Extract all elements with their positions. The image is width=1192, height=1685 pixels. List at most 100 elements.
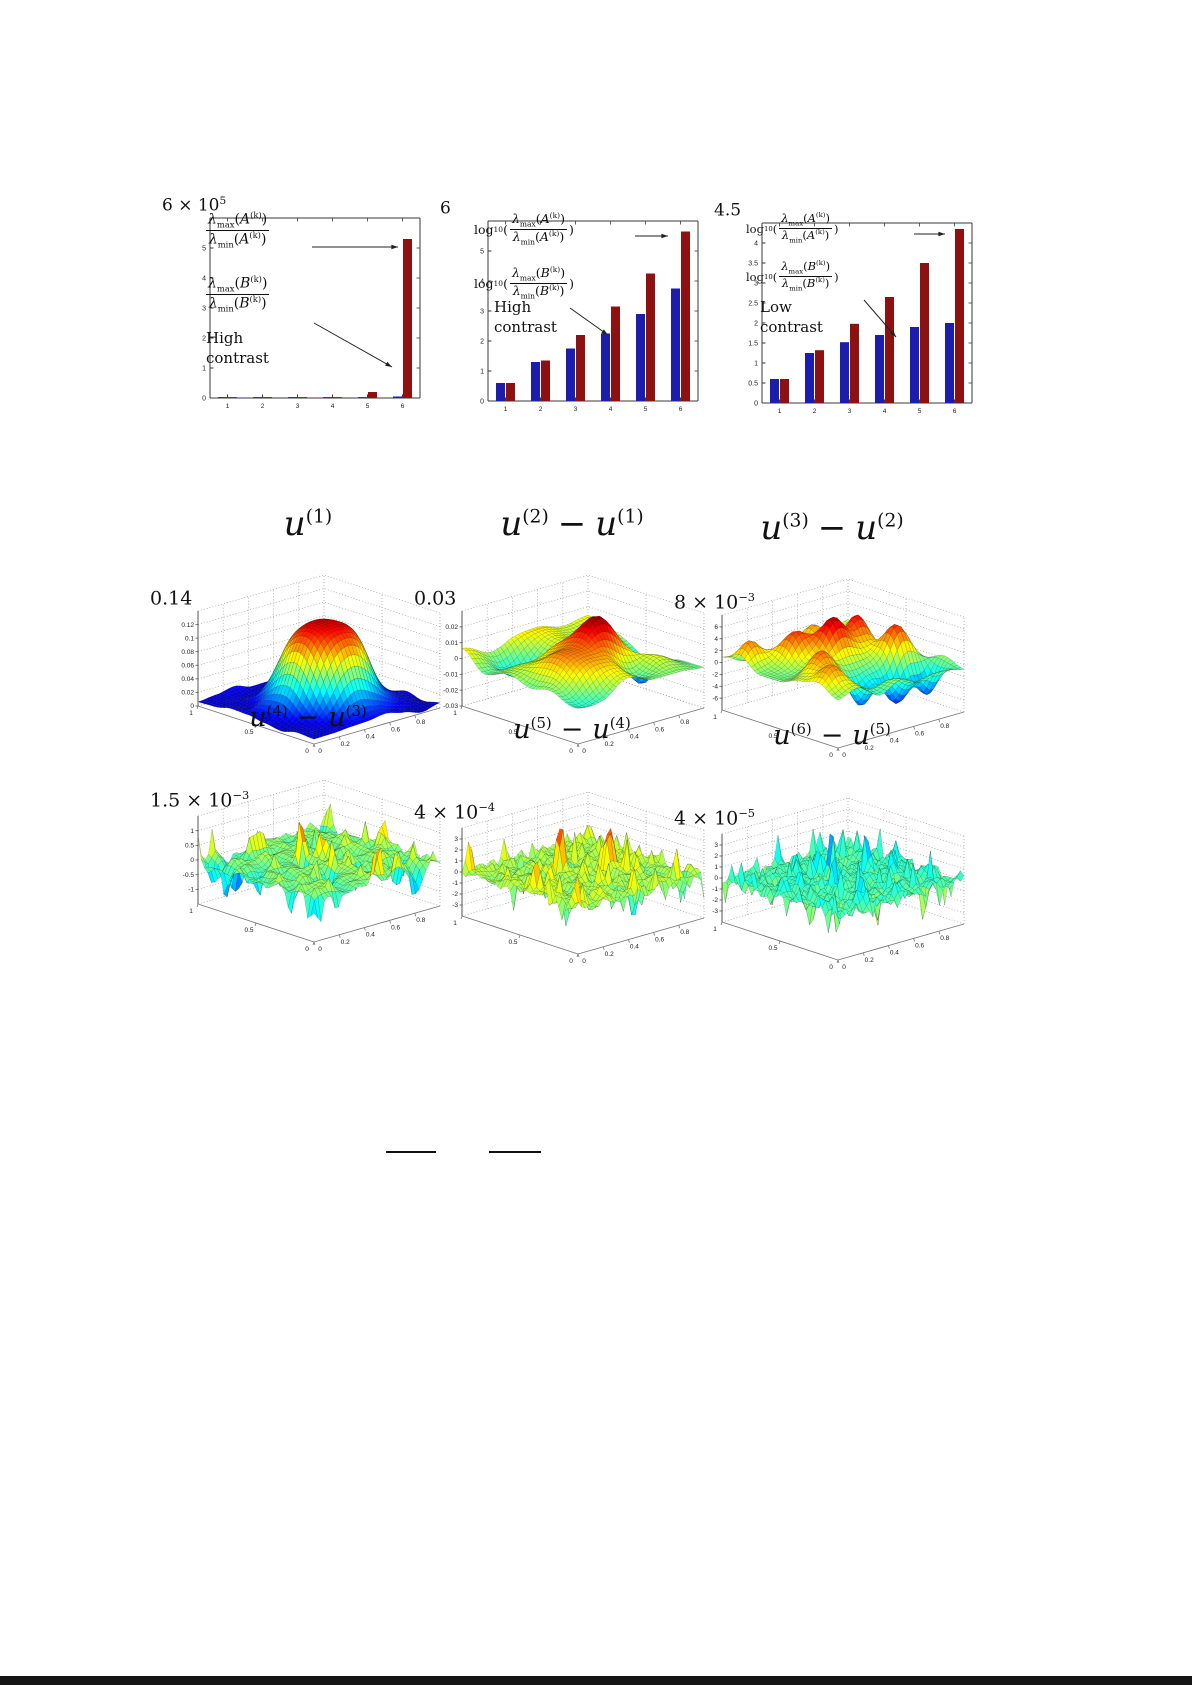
x-tick-label: 5 [918,408,922,415]
bar-A-2 [531,362,540,401]
y-tick-label: 1 [202,366,206,373]
z-tick-label: -4 [712,683,718,690]
bar-A-3 [288,397,297,398]
z-tick-label: 0.02 [181,690,194,697]
bar-chart-log10-low-contrast: 4.5 0 0.5 1 1.5 2 2.5 3 3.5 4 1 2 3 4 5 6 log 10(λmax(A… [712,188,982,433]
z-tick-label: -3 [452,902,458,909]
contrast-note: High contrast [494,298,557,336]
surface-canvas: 0 0.2 0.4 0.6 0.8 0 0.5 1 0.12 0.1 0.08 0.06 0.04 0.0… [181,574,441,755]
y-tick-label: 1 [453,710,457,717]
bar-B-3 [298,397,307,398]
bar-B-6 [955,229,964,403]
bar-A-6 [393,396,402,398]
z-tick-label: -0.02 [443,687,458,694]
x-tick-label: 5 [366,403,370,410]
surface-mesh [461,825,705,926]
x-tick-label: 2 [261,403,265,410]
bar-B-4 [885,297,894,403]
surface-canvas: 0 0.2 0.4 0.6 0.8 0 0.5 1 3 2 1 0 -1 -2 -3 [712,797,965,971]
y-tick-label: 0.5 [244,927,253,934]
bar-A-1 [496,383,505,401]
z-tick-label: 2 [714,853,718,860]
arrow-head [601,329,608,335]
arrow-head [889,330,896,337]
x-tick-label: 4 [609,406,613,413]
bar-B-2 [263,397,272,398]
x-tick-label: 0.8 [940,723,949,730]
y-tick-label: 5 [202,246,206,253]
x-tick-label: 0.4 [630,734,639,741]
surface-plot-u4-minus-u3: 1.5 × 10−3 u(4) − u(3) 0 0.2 0.4 0.6 0.8 0 0.5 1 1… [148,702,468,976]
z-tick-label: -1 [452,880,458,887]
y-tick-label: 1 [453,920,457,927]
z-tick-label: 0 [714,875,718,882]
z-tick-label: -6 [712,695,718,702]
z-scale-label: 0.03 [414,587,457,610]
x-tick-label: 0 [842,964,846,971]
x-tick-label: 0.6 [915,942,924,949]
surface-canvas: 0 0.2 0.4 0.6 0.8 0 0.5 1 6 4 2 0 -2 -4 -6 [712,578,965,759]
bar-A-4 [875,335,884,403]
bar-A-6 [671,288,680,401]
surface-mesh [461,614,705,709]
surface-canvas: 0 0.2 0.4 0.6 0.8 0 0.5 1 0.02 0.01 0 -0.01 -0.02 -0.… [443,574,705,755]
y-tick-label: 0 [829,964,833,971]
bar-B-6 [681,231,690,401]
y-tick-label: 1 [189,908,193,915]
bar-B-1 [228,397,237,398]
z-tick-label: 1 [190,828,194,835]
bar-chart-canvas: 0 1 2 3 4 5 1 2 3 4 5 6 [480,220,699,413]
bar-chart-canvas: 0 0.5 1 1.5 2 2.5 3 3.5 4 1 2 3 4 5 6 [748,222,973,415]
y-tick-label: 2.5 [748,301,758,308]
y-max-label: 6 [440,198,451,219]
x-tick-label: 0.4 [366,734,375,741]
y-tick-label: 0 [480,399,484,406]
y-tick-label: 3 [480,309,484,316]
y-tick-label: 4 [480,279,484,286]
x-tick-label: 6 [953,408,957,415]
y-tick-label: 2 [202,336,206,343]
annotation-arrow [313,322,393,368]
z-tick-label: -2 [712,672,718,679]
x-tick-label: 0.6 [915,730,924,737]
x-tick-label: 0.6 [391,924,400,931]
bar-chart-canvas: 0 1 2 3 4 5 1 2 3 4 5 6 [202,217,421,410]
equation-fraction-bar [489,1151,541,1153]
z-tick-label: 1 [454,858,458,865]
z-tick-label: 6 [714,624,718,631]
arrow-head [938,231,945,237]
z-tick-label: 0.06 [181,662,194,669]
arrow-head [391,244,398,250]
surface-title: u(2) − u(1) [500,504,644,544]
y-tick-label: 3.5 [748,261,758,268]
z-tick-label: -1 [188,887,194,894]
z-tick-label: -2 [452,891,458,898]
y-tick-label: 0 [305,946,309,953]
bar-B-5 [646,273,655,401]
bar-A-5 [636,314,645,401]
x-tick-label: 0.8 [416,719,425,726]
y-tick-label: 4 [202,276,206,283]
surface-canvas: 0 0.2 0.4 0.6 0.8 0 0.5 1 1 0.5 0 -0.5 -1 [183,779,441,953]
y-max-label: 4.5 [714,200,742,221]
z-tick-label: 3 [714,842,718,849]
y-tick-label: 1 [189,710,193,717]
y-tick-label: 2 [754,321,758,328]
bar-A-1 [770,379,779,403]
x-tick-label: 0 [842,752,846,759]
y-tick-label: 1 [480,369,484,376]
y-tick-label: 0.5 [508,729,517,736]
bar-A-4 [323,397,332,398]
y-tick-label: 1 [713,714,717,721]
bar-A-1 [218,397,227,398]
z-tick-label: 0.1 [185,635,194,642]
surface-plot-u1: 0.14 u(1) 0 0.2 0.4 0.6 0.8 0 0.5 1 0.12 0.1 0.08 0… [148,504,468,778]
y-tick-label: 1.5 [748,341,758,348]
surface-mesh [197,618,441,740]
x-tick-label: 0 [582,958,586,965]
x-tick-label: 0.4 [890,738,899,745]
surface-mesh [721,614,965,706]
y-tick-label: 2 [480,339,484,346]
z-tick-label: 0 [714,660,718,667]
